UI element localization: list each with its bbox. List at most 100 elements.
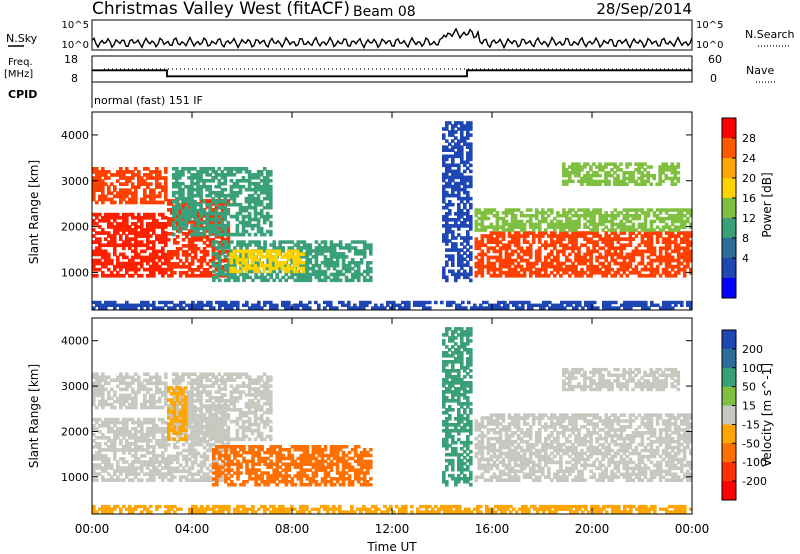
power-echo-cell: [454, 245, 458, 249]
power-echo-cell: [347, 303, 351, 307]
power-echo-cell: [247, 187, 252, 192]
power-echo-cell: [498, 231, 503, 235]
power-echo-cell: [589, 214, 593, 218]
power-echo-cell: [528, 255, 533, 260]
power-echo-cell: [250, 187, 255, 192]
power-echo-cell: [119, 234, 123, 238]
power-echo-cell: [559, 243, 563, 248]
power-echo-cell: [217, 217, 222, 222]
power-echo-cell: [480, 214, 485, 218]
power-echo-cell: [613, 273, 618, 278]
power-echo-cell: [477, 264, 482, 269]
power-echo-cell: [592, 225, 596, 229]
power-echo-cell: [128, 231, 132, 235]
power-echo-cell: [604, 216, 608, 221]
power-echo-cell: [314, 258, 319, 262]
power-echo-cell: [501, 258, 506, 263]
power-echo-cell: [199, 217, 204, 221]
power-echo-cell: [586, 176, 590, 181]
power-echo-cell: [592, 171, 596, 175]
power-echo-cell: [190, 199, 194, 204]
power-echo-cell: [119, 303, 123, 307]
power-echo-cell: [682, 267, 687, 272]
power-echo-cell: [292, 269, 297, 274]
power-echo-cell: [317, 246, 322, 250]
power-colorbar-tick-label: 4: [742, 252, 749, 265]
power-echo-cell: [504, 228, 509, 232]
velocity-echo-cell: [193, 457, 198, 462]
power-echo-cell: [607, 267, 611, 272]
velocity-echo-cell: [161, 420, 165, 425]
velocity-echo-cell: [152, 472, 156, 476]
power-echo-cell: [311, 266, 316, 271]
power-echo-cell: [251, 240, 255, 244]
power-echo-cell: [445, 221, 449, 225]
power-echo-cell: [510, 252, 515, 257]
power-echo-cell: [460, 257, 464, 261]
power-echo-cell: [251, 278, 255, 283]
power-echo-cell: [586, 246, 590, 251]
power-echo-cell: [269, 205, 273, 210]
power-echo-cell: [335, 255, 340, 259]
power-echo-cell: [344, 269, 349, 274]
power-echo-cell: [233, 303, 237, 307]
power-echo-cell: [407, 300, 411, 305]
power-echo-cell: [513, 264, 518, 269]
power-echo-cell: [466, 224, 470, 228]
power-echo-cell: [622, 231, 627, 235]
power-echo-cell: [457, 212, 461, 216]
power-echo-cell: [369, 278, 373, 283]
power-echo-cell: [266, 258, 270, 262]
power-echo-cell: [197, 306, 201, 310]
power-echo-cell: [110, 191, 114, 196]
power-echo-cell: [253, 187, 258, 192]
power-echo-cell: [218, 266, 222, 271]
power-echo-cell: [625, 252, 630, 257]
power-colorbar-tick-label: 24: [742, 152, 756, 165]
power-ytick-label: 1000: [61, 266, 89, 279]
velocity-echo-cell: [202, 472, 207, 476]
velocity-echo-cell: [122, 451, 126, 455]
power-echo-cell: [507, 261, 512, 266]
power-echo-cell: [553, 228, 557, 232]
power-echo-cell: [173, 303, 177, 307]
power-echo-cell: [442, 272, 446, 277]
velocity-echo-cell: [125, 396, 129, 401]
power-echo-cell: [359, 240, 364, 244]
power-echo-cell: [676, 162, 681, 166]
power-echo-cell: [556, 222, 560, 227]
power-echo-cell: [616, 255, 621, 260]
power-echo-cell: [178, 170, 182, 174]
power-echo-cell: [220, 193, 225, 198]
power-echo-cell: [323, 240, 328, 244]
power-echo-cell: [101, 188, 105, 193]
power-echo-cell: [652, 176, 656, 181]
power-echo-cell: [208, 179, 212, 183]
velocity-echo-cell: [152, 445, 156, 449]
power-echo-cell: [179, 300, 183, 305]
power-echo-cell: [226, 235, 231, 239]
power-echo-cell: [655, 182, 659, 186]
power-echo-cell: [454, 193, 458, 198]
power-echo-cell: [230, 249, 234, 253]
power-echo-cell: [463, 269, 467, 274]
velocity-echo-cell: [131, 432, 135, 437]
velocity-echo-cell: [146, 387, 150, 392]
velocity-echo-cell: [110, 466, 114, 470]
power-echo-cell: [643, 273, 648, 278]
velocity-echo-cell: [101, 466, 105, 470]
velocity-echo-cell: [202, 460, 207, 465]
power-echo-cell: [164, 267, 168, 272]
power-echo-cell: [140, 300, 144, 305]
power-echo-cell: [332, 306, 336, 310]
power-echo-cell: [605, 300, 609, 305]
power-echo-cell: [229, 202, 234, 207]
velocity-echo-cell: [149, 439, 153, 443]
power-echo-cell: [589, 165, 593, 169]
power-echo-cell: [193, 274, 198, 278]
power-echo-cell: [477, 211, 482, 215]
power-echo-cell: [152, 176, 156, 180]
velocity-echo-cell: [220, 448, 225, 453]
power-echo-cell: [583, 211, 587, 215]
power-echo-cell: [601, 264, 605, 269]
